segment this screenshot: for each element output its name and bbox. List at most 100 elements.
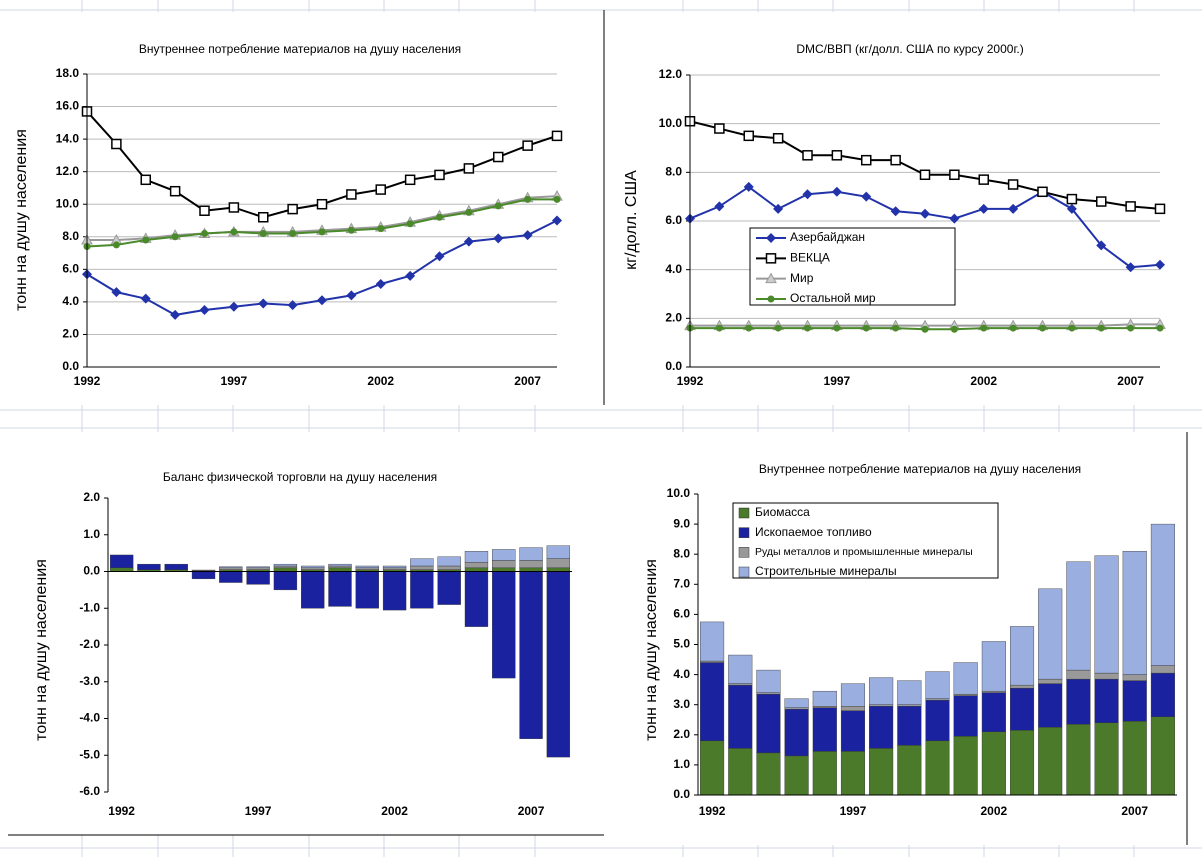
y-tick-label: 4.0 xyxy=(673,667,690,681)
bar xyxy=(1150,672,1175,717)
legend-box xyxy=(732,502,999,579)
bar xyxy=(273,563,298,567)
marker xyxy=(142,236,150,244)
marker xyxy=(463,163,475,174)
legend-label: Азербайджан xyxy=(790,230,865,244)
marker xyxy=(524,195,532,203)
y-tick-label: 6.0 xyxy=(62,262,79,276)
bar xyxy=(410,565,434,570)
bar xyxy=(756,669,781,693)
marker xyxy=(553,195,561,203)
bar xyxy=(784,709,809,757)
marker xyxy=(169,185,181,197)
y-tick-label: 2.0 xyxy=(83,490,100,504)
legend-label: Строительные минералы xyxy=(755,564,897,578)
legend-swatch xyxy=(738,566,750,578)
marker xyxy=(831,150,843,161)
marker xyxy=(522,140,533,151)
marker xyxy=(406,220,414,228)
marker xyxy=(493,151,504,163)
legend-label: Остальной мир xyxy=(790,291,876,305)
y-tick-label: 16.0 xyxy=(56,99,80,113)
marker xyxy=(170,309,181,320)
marker xyxy=(833,324,841,332)
legend-box xyxy=(749,227,956,306)
marker xyxy=(434,251,445,262)
x-tick-label: 2002 xyxy=(970,374,997,388)
bar xyxy=(246,567,270,570)
marker xyxy=(1156,324,1164,332)
marker xyxy=(111,287,122,298)
legend-label: Мир xyxy=(790,271,814,285)
bar xyxy=(1122,550,1147,675)
marker xyxy=(980,324,988,332)
y-axis-title: тонн на душу населения xyxy=(13,129,30,311)
marker xyxy=(774,324,782,332)
chart-title: Внутреннее потребление материалов на душ… xyxy=(139,42,461,56)
y-tick-label: 4.0 xyxy=(665,262,682,276)
marker xyxy=(714,201,725,212)
x-tick-label: 2007 xyxy=(1117,374,1144,388)
y-tick-label: -1.0 xyxy=(79,600,100,614)
y-tick-label: -2.0 xyxy=(79,637,100,651)
bar xyxy=(1009,687,1035,731)
bar xyxy=(1122,721,1147,796)
legend-label: ВЕКЦА xyxy=(790,251,830,265)
marker xyxy=(920,208,930,219)
bar xyxy=(382,571,407,611)
bar xyxy=(492,571,516,679)
bar xyxy=(464,571,489,627)
y-tick-label: 4.0 xyxy=(62,294,79,308)
bar xyxy=(492,549,516,561)
bar xyxy=(1066,669,1091,680)
bar xyxy=(382,567,407,570)
bar xyxy=(812,707,837,752)
bar xyxy=(700,621,725,662)
marker xyxy=(978,174,989,185)
bar xyxy=(328,567,352,572)
marker xyxy=(1096,240,1107,251)
y-tick-label: 2.0 xyxy=(62,327,79,341)
bar xyxy=(464,551,489,563)
bar xyxy=(840,710,866,752)
marker xyxy=(1154,203,1166,215)
bar xyxy=(1094,678,1119,723)
x-tick-label: 1997 xyxy=(221,374,248,388)
y-tick-label: 2.0 xyxy=(665,311,682,325)
marker xyxy=(743,130,754,142)
x-tick-label: 2007 xyxy=(518,804,545,818)
bar xyxy=(355,571,379,609)
bar xyxy=(1094,555,1119,674)
y-tick-label: 2.0 xyxy=(673,727,690,741)
bar xyxy=(1094,722,1119,796)
legend-label: Ископаемое топливо xyxy=(755,525,872,539)
marker xyxy=(199,305,210,316)
bar xyxy=(1122,680,1147,722)
bar xyxy=(840,683,866,707)
marker xyxy=(522,230,533,241)
y-tick-label: 0.0 xyxy=(83,564,100,578)
x-tick-label: 2007 xyxy=(1121,804,1148,818)
legend-marker xyxy=(765,253,777,264)
marker xyxy=(463,236,474,247)
bar xyxy=(109,567,134,572)
chart-title: DMC/ВВП (кг/долл. США по курсу 2000г.) xyxy=(796,42,1023,56)
bar xyxy=(546,545,571,559)
marker xyxy=(1127,324,1135,332)
bar xyxy=(1066,678,1091,725)
bar xyxy=(700,740,725,796)
marker xyxy=(949,169,960,181)
x-tick-label: 2002 xyxy=(367,374,394,388)
marker xyxy=(1008,203,1019,214)
marker xyxy=(890,206,901,217)
marker xyxy=(112,241,120,249)
bar xyxy=(728,684,753,749)
bar xyxy=(246,571,270,585)
marker xyxy=(140,293,151,304)
y-axis-title: тонн на душу населения xyxy=(643,559,660,741)
bar xyxy=(1009,626,1035,686)
bar xyxy=(897,706,922,746)
marker xyxy=(714,123,725,134)
legend-marker xyxy=(767,295,775,303)
y-axis-title: тонн на душу населения xyxy=(33,559,50,741)
